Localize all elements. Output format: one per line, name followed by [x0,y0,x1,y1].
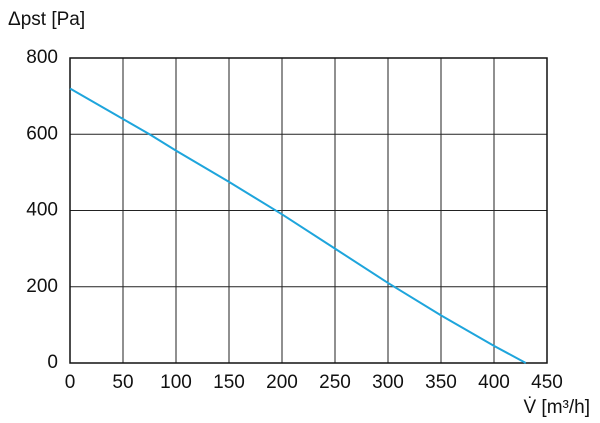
x-tick-label: 450 [531,372,563,393]
y-axis-title: Δpst [Pa] [8,9,85,30]
x-tick-label: 300 [372,372,404,393]
x-tick-label: 200 [266,372,298,393]
x-tick-label: 100 [160,372,192,393]
y-tick-label: 200 [26,276,58,297]
y-tick-label: 600 [26,123,58,144]
plot-frame [69,57,548,364]
line [69,87,527,364]
y-tick-label: 0 [47,352,58,373]
y-tick-label: 400 [26,200,58,221]
x-tick-label: 350 [425,372,457,393]
x-tick-label: 50 [112,372,133,393]
x-tick-label: 250 [319,372,351,393]
x-axis-title: V̇ [m³/h] [523,397,590,418]
x-tick-label: 150 [213,372,245,393]
x-tick-label: 0 [65,372,76,393]
y-tick-label: 800 [26,47,58,68]
x-tick-label: 400 [478,372,510,393]
